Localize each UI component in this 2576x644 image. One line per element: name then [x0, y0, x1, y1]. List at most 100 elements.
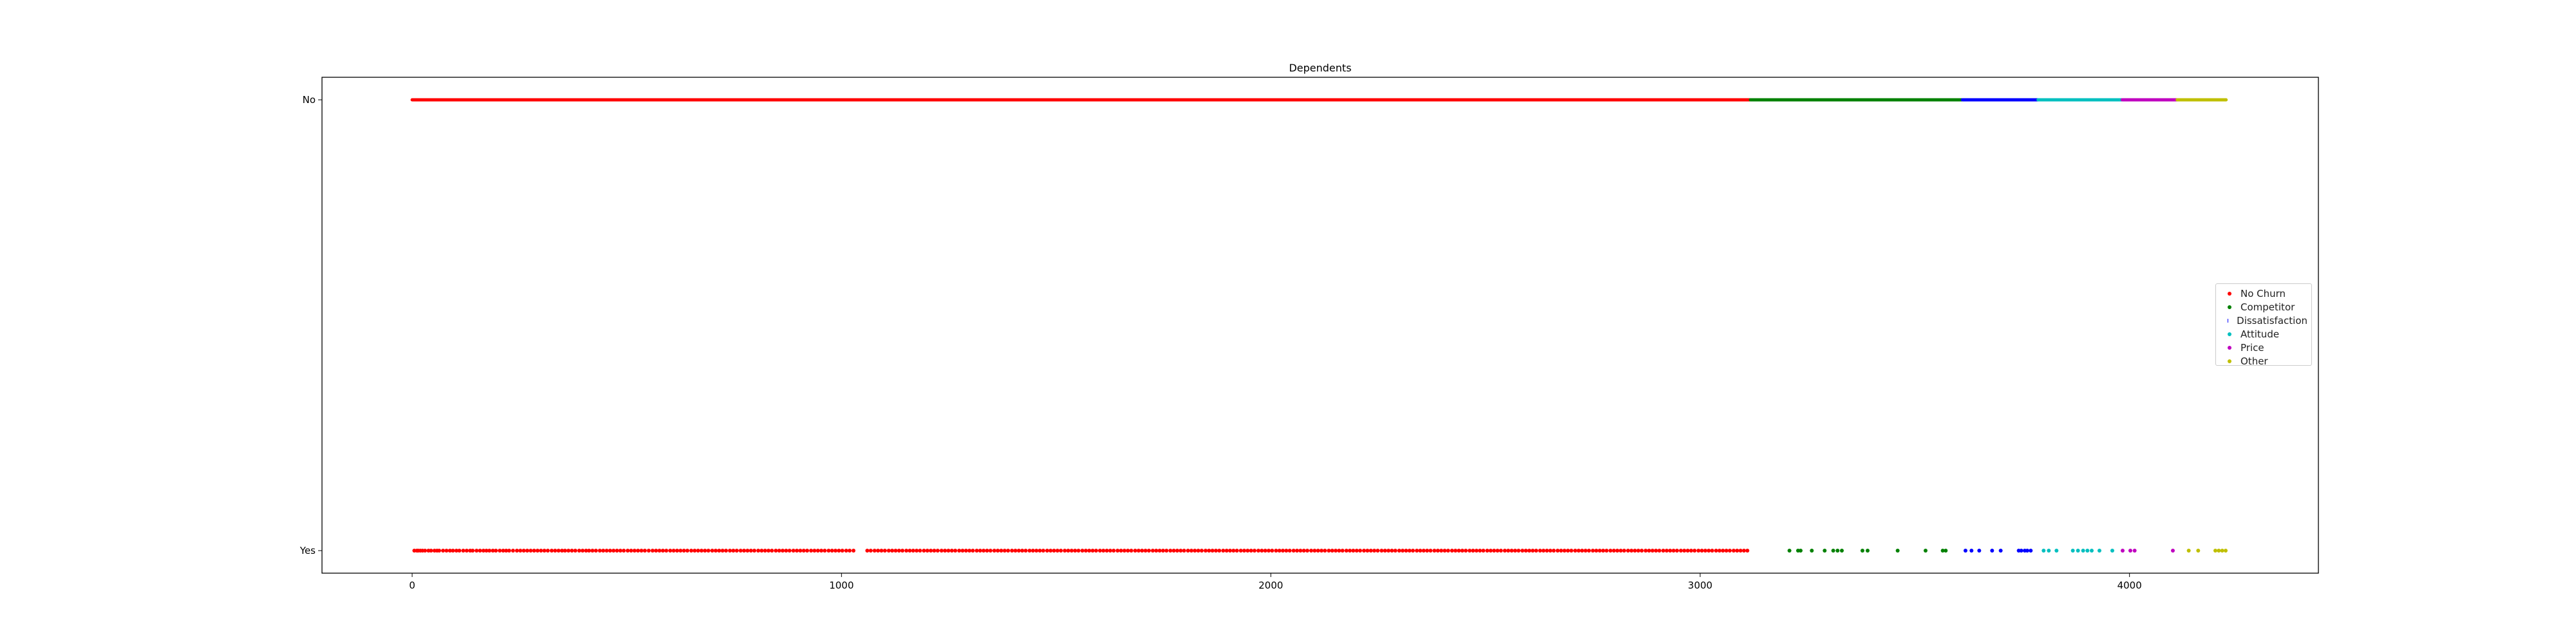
point-no-churn-yes: [735, 549, 739, 553]
legend-marker-other: [2228, 359, 2231, 363]
point-no-churn-yes: [957, 549, 961, 553]
point-other-yes: [2186, 549, 2191, 553]
point-no-churn-yes: [1175, 549, 1179, 553]
x-tick-label: 3000: [1688, 580, 1712, 591]
point-no-churn-yes: [1517, 549, 1520, 553]
point-competitor-yes: [1831, 549, 1835, 553]
point-no-churn-yes: [1636, 549, 1640, 553]
point-no-churn-yes: [1245, 549, 1250, 553]
point-no-churn-yes: [1718, 549, 1721, 553]
point-no-churn-yes: [529, 549, 533, 553]
point-no-churn-yes: [475, 549, 478, 553]
point-no-churn-yes: [981, 549, 986, 553]
point-no-churn-yes: [437, 549, 441, 553]
point-no-churn-yes: [615, 549, 619, 553]
point-attitude-yes: [2081, 549, 2085, 553]
point-no-churn-yes: [1446, 549, 1450, 553]
point-no-churn-yes: [809, 549, 813, 553]
point-no-churn-yes: [714, 549, 718, 553]
point-no-churn-yes: [904, 549, 909, 553]
point-no-churn-yes: [1654, 549, 1658, 553]
point-no-churn-yes: [664, 549, 668, 553]
point-no-churn-yes: [457, 549, 462, 553]
point-no-churn-yes: [1196, 549, 1200, 553]
point-no-churn-yes: [752, 549, 757, 553]
point-no-churn-yes: [1302, 549, 1306, 553]
point-no-churn-yes: [1351, 549, 1356, 553]
point-no-churn-yes: [1689, 549, 1693, 553]
point-no-churn-yes: [848, 549, 852, 553]
point-no-churn-yes: [1692, 549, 1697, 553]
point-no-churn-yes: [488, 549, 491, 553]
point-no-churn-yes: [1070, 549, 1074, 553]
point-no-churn-yes: [587, 549, 591, 553]
point-no-churn-yes: [1228, 549, 1232, 553]
point-no-churn-yes: [918, 549, 922, 553]
point-no-churn-yes: [1256, 549, 1260, 553]
point-no-churn-yes: [833, 549, 838, 553]
point-no-churn-yes: [1450, 549, 1454, 553]
point-no-churn-yes: [448, 549, 452, 553]
point-competitor-yes: [1835, 549, 1840, 553]
point-no-churn-yes: [1221, 549, 1226, 553]
point-no-churn-yes: [879, 549, 884, 553]
point-no-churn-yes: [464, 549, 469, 553]
point-no-churn-yes: [504, 549, 508, 553]
point-no-churn-yes: [1679, 549, 1683, 553]
point-no-churn-yes: [1137, 549, 1141, 553]
point-attitude-yes: [2090, 549, 2094, 553]
point-no-churn-yes: [932, 549, 936, 553]
point-no-churn-yes: [992, 549, 996, 553]
point-no-churn-yes: [1372, 549, 1376, 553]
point-no-churn-yes: [1287, 549, 1292, 553]
point-no-churn-yes: [1510, 549, 1514, 553]
point-no-churn-yes: [1224, 549, 1229, 553]
point-competitor-yes: [1944, 549, 1948, 553]
point-no-churn-yes: [1421, 549, 1426, 553]
point-no-churn-yes: [618, 549, 623, 553]
point-no-churn-yes: [971, 549, 975, 553]
point-no-churn-yes: [1745, 549, 1750, 553]
point-no-churn-yes: [922, 549, 926, 553]
point-no-churn-yes: [1738, 549, 1743, 553]
point-no-churn-yes: [461, 549, 466, 553]
point-no-churn-yes: [1383, 549, 1387, 553]
point-no-churn-yes: [911, 549, 915, 553]
legend-marker-competitor: [2228, 305, 2231, 309]
point-no-churn-yes: [672, 549, 676, 553]
point-no-churn-yes: [454, 549, 459, 553]
legend-marker-attitude: [2228, 332, 2231, 336]
point-no-churn-yes: [1295, 549, 1299, 553]
point-no-churn-yes: [1023, 549, 1028, 553]
point-no-churn-yes: [1354, 549, 1359, 553]
point-no-churn-yes: [594, 549, 598, 553]
point-no-churn-yes: [1732, 549, 1736, 553]
point-no-churn-yes: [621, 549, 626, 553]
point-no-churn-yes: [1154, 549, 1159, 553]
point-attitude-yes: [2085, 549, 2090, 553]
point-no-churn-yes: [608, 549, 612, 553]
point-price-yes: [2171, 549, 2175, 553]
point-dissatisfaction-yes: [2029, 549, 2033, 553]
point-no-churn-yes: [1094, 549, 1098, 553]
point-no-churn-yes: [1415, 549, 1419, 553]
point-no-churn-yes: [1186, 549, 1190, 553]
point-no-churn-yes: [745, 549, 750, 553]
x-tick-label: 0: [409, 580, 415, 591]
point-no-churn-yes: [759, 549, 764, 553]
point-no-churn-yes: [844, 549, 848, 553]
point-no-churn-yes: [1435, 549, 1440, 553]
point-no-churn-yes: [511, 549, 515, 553]
point-no-churn-yes: [1260, 549, 1264, 553]
point-no-churn-yes: [1647, 549, 1651, 553]
point-no-churn-yes: [1675, 549, 1679, 553]
point-no-churn-yes: [553, 549, 557, 553]
point-no-churn-yes: [1101, 549, 1106, 553]
point-no-churn-yes: [545, 549, 550, 553]
point-no-churn-yes: [1584, 549, 1587, 553]
legend-label-competitor: Competitor: [2240, 301, 2295, 313]
point-no-churn-yes: [773, 549, 778, 553]
point-no-churn-yes: [1179, 549, 1183, 553]
point-no-churn-yes: [1037, 549, 1042, 553]
point-no-churn-yes: [1210, 549, 1215, 553]
